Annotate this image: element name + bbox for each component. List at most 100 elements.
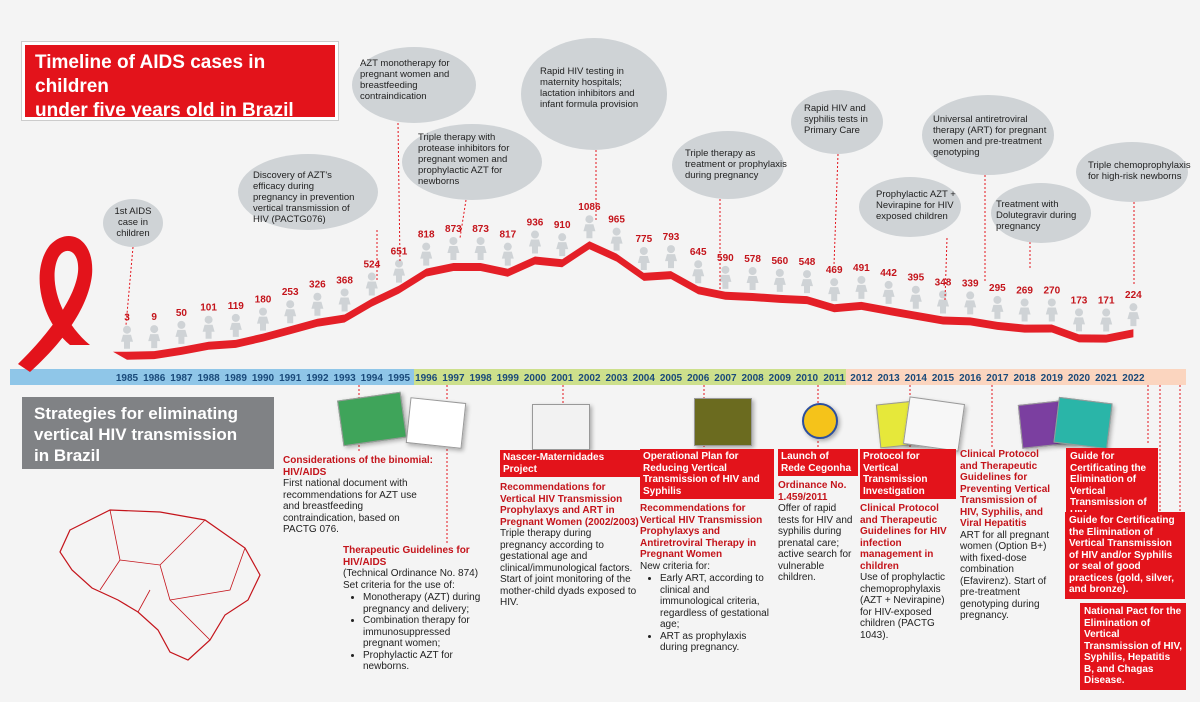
milestone-text: pregnancy in prevention	[253, 192, 354, 203]
milestone-bubble	[521, 38, 667, 150]
annotation-2007: Operational Plan for Reducing Vertical T…	[640, 449, 774, 654]
year-tick-label: 2004	[633, 373, 656, 384]
aids-ribbon-icon	[18, 236, 93, 372]
milestone-text: 1st AIDS	[115, 206, 152, 217]
value-label: 101	[200, 303, 217, 314]
milestone-text: Triple chemoprophylaxis	[1088, 160, 1191, 171]
annotation-1998: Therapeutic Guidelines for HIV/AIDS (Tec…	[343, 545, 491, 673]
year-tick-label: 1985	[116, 373, 139, 384]
value-label: 171	[1098, 296, 1115, 307]
list-item: Monotherapy (AZT) during pregnancy and d…	[363, 592, 491, 615]
year-tick-label: 2021	[1095, 373, 1118, 384]
child-figure	[991, 295, 1004, 319]
strategies-line-3: in Brazil	[34, 446, 101, 465]
leader-line	[125, 246, 134, 326]
trend-ribbon	[113, 241, 1134, 360]
child-figure	[447, 236, 460, 260]
milestone-text: women and pre-treatment	[932, 136, 1042, 147]
value-label: 253	[282, 287, 299, 298]
milestone-text: children	[116, 228, 149, 239]
child-figure	[583, 215, 596, 239]
child-figure	[773, 268, 786, 292]
year-tick-label: 1989	[225, 373, 248, 384]
value-label: 173	[1071, 295, 1088, 306]
milestone-text: Treatment with	[996, 199, 1058, 210]
annotation-2016-head: Clinical Protocol and Therapeutic Guidel…	[960, 449, 1051, 529]
child-figure	[1073, 308, 1085, 332]
value-label: 965	[608, 215, 625, 226]
value-label: 548	[799, 257, 816, 268]
milestone-bubble	[103, 199, 163, 247]
child-figure	[882, 280, 895, 304]
leader-line	[833, 153, 839, 266]
year-tick-label: 2015	[932, 373, 955, 384]
value-label: 119	[228, 301, 245, 312]
child-figure	[937, 290, 949, 314]
year-tick-label: 2013	[877, 373, 900, 384]
year-tick-label: 1990	[252, 373, 275, 384]
annotation-2013: Protocol for Vertical Transmission Inves…	[860, 449, 956, 641]
value-label: 3	[124, 313, 130, 324]
value-label: 50	[176, 308, 188, 319]
child-figure	[148, 325, 161, 349]
value-label: 491	[853, 263, 870, 274]
child-figure	[1045, 298, 1058, 322]
value-label: 793	[663, 232, 680, 243]
child-figure	[909, 285, 922, 309]
child-figure	[365, 272, 378, 296]
milestone-text: for high-risk newborns	[1088, 171, 1182, 182]
year-tick-label: 2022	[1122, 373, 1145, 384]
milestone-bubble	[791, 90, 883, 154]
value-label: 295	[989, 283, 1006, 294]
value-label: 442	[880, 268, 897, 279]
milestone-text: newborns	[418, 176, 459, 187]
annotation-2002: Nascer-Maternidades Project Recommendati…	[500, 450, 640, 609]
value-label: 936	[527, 218, 544, 229]
strategies-line-1: Strategies for eliminating	[34, 404, 239, 423]
annotation-2002-head: Recommendations for Vertical HIV Transmi…	[500, 482, 639, 528]
annotation-2002-body: Triple therapy during pregnancy accordin…	[500, 528, 633, 574]
year-tick-label: 1987	[170, 373, 193, 384]
milestone-text: Discovery of AZT's	[253, 170, 332, 181]
annotation-2007-body: New criteria for:	[640, 560, 711, 572]
year-tick-label: 2003	[605, 373, 628, 384]
annotation-2022-guide: Guide for Certificating the Elimination …	[1065, 512, 1185, 599]
strategies-title: Strategies for eliminating vertical HIV t…	[22, 397, 274, 469]
rede-cegonha-logo	[802, 403, 838, 439]
milestone-text: prophylactic AZT for	[418, 165, 502, 176]
child-figure	[746, 267, 759, 291]
value-label: 560	[771, 256, 788, 267]
child-figure	[964, 291, 977, 315]
milestone-text: Rapid HIV and	[804, 103, 866, 114]
child-figure	[501, 242, 514, 266]
child-figure	[257, 307, 269, 331]
milestone-text: genotyping	[933, 147, 979, 158]
milestone-text: therapy (ART) for pregnant	[933, 125, 1047, 136]
child-figure	[311, 292, 324, 316]
axis-band-green	[414, 369, 846, 385]
leader-line	[397, 122, 401, 263]
annotation-2011: Launch of Rede Cegonha Ordinance No. 1.4…	[778, 449, 858, 584]
year-tick-label: 2017	[986, 373, 1009, 384]
list-item: Prophylactic AZT for newborns.	[363, 650, 491, 673]
value-label: 818	[418, 230, 435, 241]
value-label: 395	[907, 273, 924, 284]
milestone-text: contraindication	[360, 91, 427, 102]
value-label: 817	[499, 230, 516, 241]
annotation-2021-guide: Guide for Certificating the Elimination …	[1066, 448, 1158, 523]
year-tick-label: 1992	[306, 373, 329, 384]
year-tick-label: 2011	[823, 373, 845, 384]
chart-title: Timeline of AIDS cases in children under …	[22, 42, 338, 121]
milestone-bubble	[672, 131, 784, 199]
annotation-1998-body: (Technical Ordinance No. 874) Set criter…	[343, 568, 479, 591]
milestone-text: protease inhibitors for	[418, 143, 509, 154]
annotation-2013-box: Protocol for Vertical Transmission Inves…	[860, 449, 956, 499]
child-figure	[665, 245, 677, 269]
year-tick-label: 1988	[197, 373, 220, 384]
value-label: 1086	[578, 202, 601, 213]
value-label: 9	[151, 312, 157, 323]
child-figure	[284, 300, 297, 324]
year-tick-label: 1994	[361, 373, 384, 384]
title-line-2: under five years old in Brazil	[35, 100, 294, 121]
strategies-line-2: vertical HIV transmission	[34, 425, 238, 444]
